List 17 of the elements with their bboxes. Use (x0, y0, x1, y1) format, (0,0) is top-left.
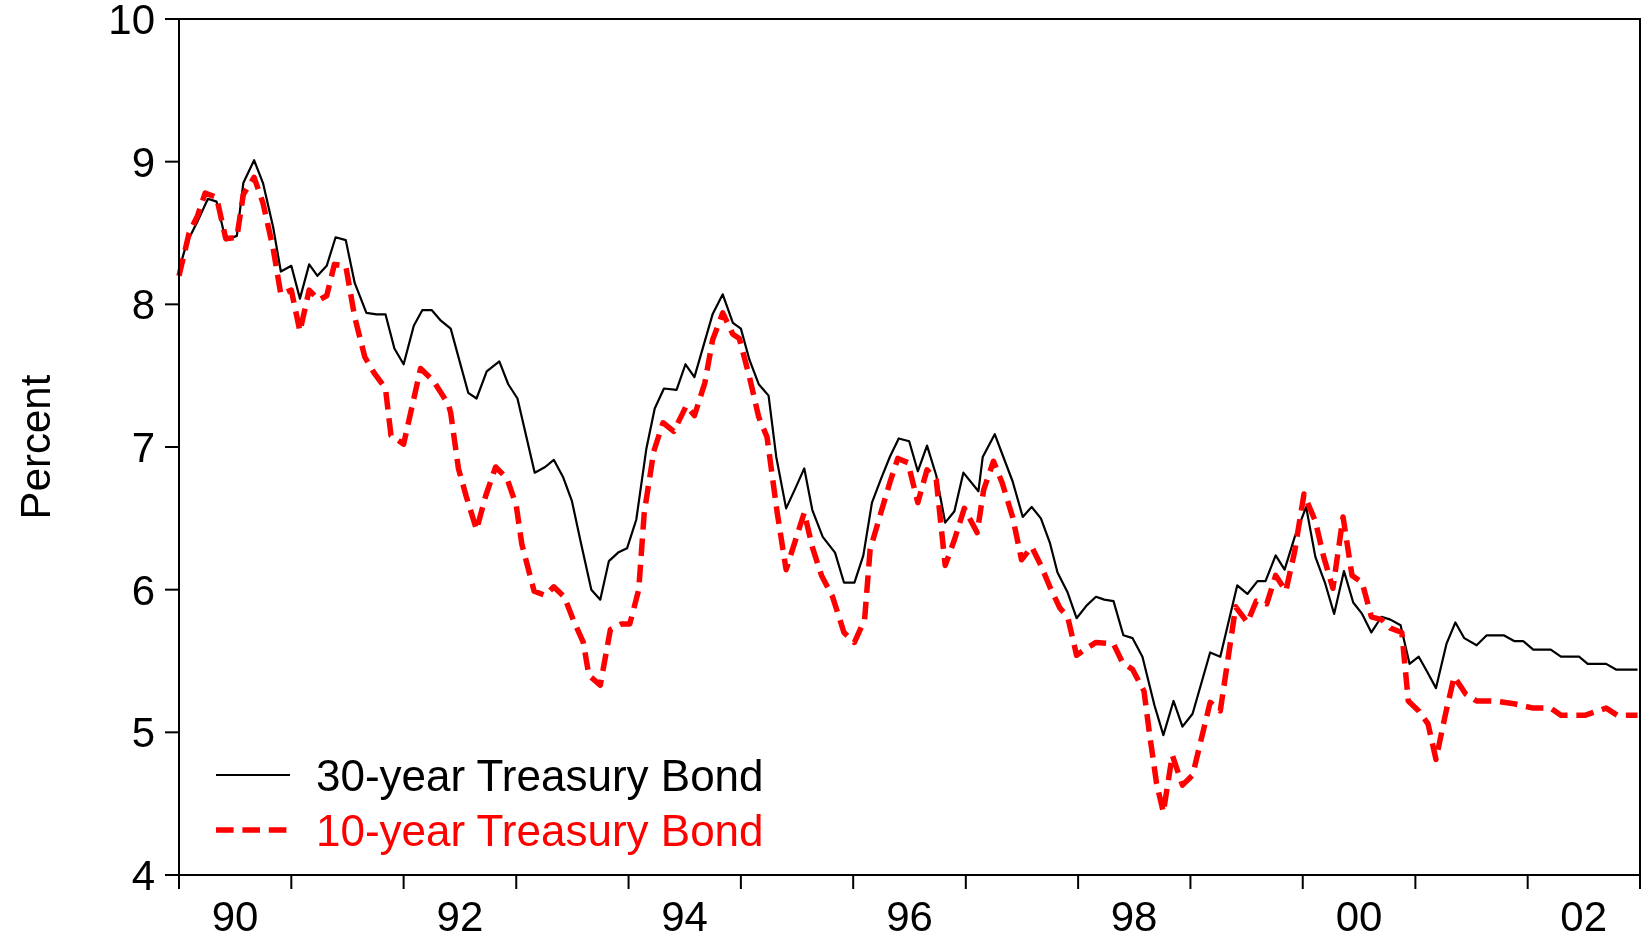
x-tick-label: 94 (661, 893, 708, 940)
y-tick-label: 10 (108, 0, 155, 44)
legend-label: 10-year Treasury Bond (316, 805, 764, 855)
y-axis-title: Percent (12, 374, 59, 520)
x-tick-label: 96 (886, 893, 933, 940)
x-tick-label: 92 (436, 893, 484, 940)
x-tick-label: 90 (211, 893, 259, 940)
x-tick-label: 98 (1110, 893, 1158, 940)
y-tick-label: 9 (131, 138, 155, 186)
legend-label: 30-year Treasury Bond (316, 750, 764, 800)
x-tick-label: 00 (1335, 893, 1383, 940)
y-tick-label: 7 (131, 424, 155, 472)
y-tick-label: 4 (131, 852, 155, 900)
x-tick-label: 02 (1560, 893, 1608, 940)
y-tick-label: 5 (131, 709, 155, 757)
y-tick-label: 6 (131, 566, 155, 614)
y-tick-label: 8 (131, 281, 155, 329)
